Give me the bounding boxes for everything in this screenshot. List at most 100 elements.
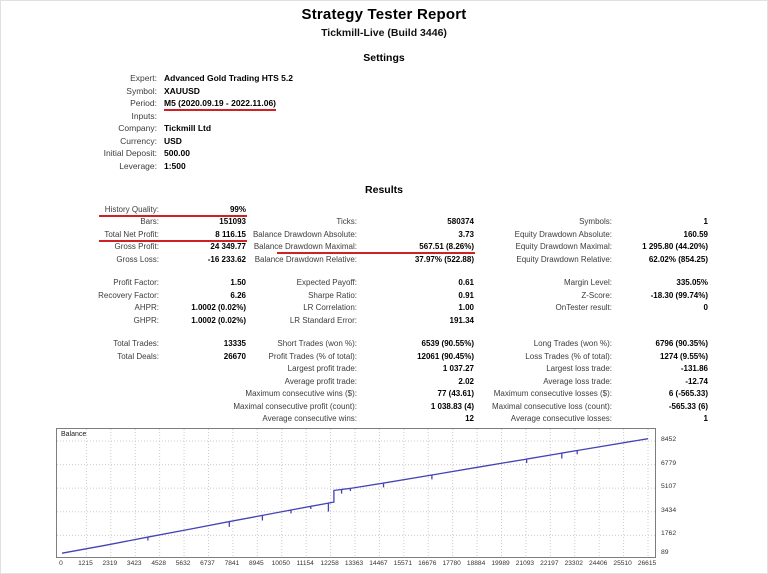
result-label: Sharpe Ratio: <box>308 290 357 300</box>
result-value: 1 <box>703 217 708 227</box>
results-row: Average profit trade: 2.02 Average loss tr… <box>1 375 767 388</box>
y-axis-labels: 89 1762 3434 5107 6779 8452 <box>659 428 713 558</box>
x-tick-label: 22197 <box>540 560 559 567</box>
result-label: Total Deals: <box>117 351 159 361</box>
result-label: Maximum consecutive wins ($): <box>245 389 357 399</box>
result-value: 160.59 <box>683 229 708 239</box>
result-label: Z-Score: <box>581 290 612 300</box>
x-tick-label: 2319 <box>102 560 118 567</box>
y-tick-label: 6779 <box>661 459 677 467</box>
x-tick-label: 15571 <box>393 560 412 567</box>
settings-value: 500.00 <box>164 148 190 159</box>
results-row: Recovery Factor: 6.26 Sharpe Ratio: 0.91 Z-S… <box>1 289 767 302</box>
settings-value: USD <box>164 135 182 146</box>
x-tick-label: 4528 <box>151 560 166 567</box>
x-tick-label: 3423 <box>126 560 142 567</box>
x-tick-label: 16676 <box>418 560 437 567</box>
balance-chart: Balance 0 1215 2319 3423 4528 5632 6737 7841 894… <box>56 428 716 573</box>
result-label: Loss Trades (% of total): <box>525 351 612 361</box>
x-tick-label: 10050 <box>271 560 290 567</box>
results-row: Gross Profit: 24 349.77 Balance Drawdown M… <box>1 241 767 254</box>
result-value: 151093 <box>219 217 246 227</box>
result-label: Margin Level: <box>563 278 612 288</box>
result-label: Long Trades (won %): <box>533 339 612 349</box>
result-label: Average profit trade: <box>284 376 357 386</box>
x-tick-label: 5632 <box>175 560 191 567</box>
result-label: Bars: <box>140 217 159 227</box>
settings-label: Initial Deposit: <box>103 148 157 159</box>
page-title: Strategy Tester Report <box>301 6 467 23</box>
settings-row: Currency: USD <box>1 135 767 148</box>
result-label: Maximal consecutive profit (count): <box>233 401 357 411</box>
settings-label: Company: <box>118 123 157 134</box>
result-label: Average loss trade: <box>543 376 612 386</box>
result-value: 77 (43.61) <box>437 389 474 399</box>
x-tick-label: 12258 <box>320 560 339 567</box>
results-row: Total Net Profit: 8 116.15 Balance Drawdow… <box>1 228 767 242</box>
results-table: History Quality: 99% Bars: 151093 Ticks: 5803… <box>1 203 767 425</box>
x-tick-label: 25510 <box>613 560 632 567</box>
result-value: 6.26 <box>230 290 246 300</box>
settings-heading: Settings <box>363 52 405 64</box>
x-tick-label: 23302 <box>564 560 583 567</box>
result-value: -12.74 <box>685 376 708 386</box>
x-tick-label: 8945 <box>248 560 264 567</box>
x-tick-label: 1215 <box>78 560 93 567</box>
settings-row: Leverage: 1:500 <box>1 160 767 173</box>
y-tick-label: 5107 <box>661 483 677 491</box>
result-label: Equity Drawdown Relative: <box>516 254 612 264</box>
settings-label: Expert: <box>130 73 157 84</box>
result-value: 335.05% <box>676 278 708 288</box>
x-tick-label: 24406 <box>588 560 608 567</box>
y-tick-label: 3434 <box>661 506 677 514</box>
result-value: 0.61 <box>458 278 474 288</box>
settings-value: Advanced Gold Trading HTS 5.2 <box>164 73 293 84</box>
settings-row: Company: Tickmill Ltd <box>1 122 767 135</box>
result-label: Maximum consecutive losses ($): <box>493 389 612 399</box>
result-value: 1 295.80 (44.20%) <box>642 242 708 252</box>
settings-label: Inputs: <box>131 110 157 121</box>
result-value: 567.51 (8.26%) <box>419 242 474 252</box>
settings-label: Period: <box>130 98 157 109</box>
result-value: 580374 <box>447 217 474 227</box>
red-underline <box>99 214 247 217</box>
result-value: 2.02 <box>458 376 474 386</box>
x-axis-labels: 0 1215 2319 3423 4528 5632 6737 7841 8945 10050 11… <box>56 560 656 572</box>
result-value: -565.33 (6) <box>668 401 708 411</box>
result-label: LR Correlation: <box>303 303 357 313</box>
results-row: AHPR: 1.0002 (0.02%) LR Correlation: 1.00 On… <box>1 302 767 315</box>
result-value: 12061 (90.45%) <box>417 351 474 361</box>
settings-value: M5 (2020.09.19 - 2022.11.06) <box>164 98 276 112</box>
settings-row: Inputs: <box>1 110 767 123</box>
result-label: Gross Profit: <box>114 242 159 252</box>
result-value: 6539 (90.55%) <box>421 339 474 349</box>
settings-row: Period: M5 (2020.09.19 - 2022.11.06) <box>1 97 767 112</box>
result-value: 8 116.15 <box>215 229 246 239</box>
result-value: -131.86 <box>680 364 708 374</box>
result-value: 0 <box>703 303 708 313</box>
results-row: Maximal consecutive profit (count): 1 038… <box>1 400 767 413</box>
results-row: Maximum consecutive wins ($): 77 (43.61) M… <box>1 388 767 401</box>
result-value: 6 (-565.33) <box>668 389 708 399</box>
results-row: Profit Factor: 1.50 Expected Payoff: 0.61 Ma… <box>1 277 767 290</box>
results-block: Total Trades: 13335 Short Trades (won %): 6… <box>1 338 767 426</box>
settings-row: Initial Deposit: 500.00 <box>1 147 767 160</box>
result-value: 1.0002 (0.02%) <box>191 315 246 325</box>
y-tick-label: 8452 <box>661 435 677 443</box>
result-value: 1.00 <box>458 303 474 313</box>
settings-value: XAUUSD <box>164 85 200 96</box>
x-tick-label: 0 <box>59 560 63 567</box>
result-label: Balance Drawdown Relative: <box>254 254 357 264</box>
result-value: 62.02% (854.25) <box>648 254 708 264</box>
result-value: -16 233.62 <box>207 254 246 264</box>
settings-label: Currency: <box>120 135 157 146</box>
results-row: Gross Loss: -16 233.62 Balance Drawdown Re… <box>1 253 767 266</box>
settings-label: Leverage: <box>119 160 157 171</box>
red-underline: M5 (2020.09.19 - 2022.11.06) <box>164 98 276 112</box>
x-tick-label: 11154 <box>296 560 314 567</box>
result-label: Gross Loss: <box>116 254 159 264</box>
result-value: 1.50 <box>230 278 246 288</box>
results-row: History Quality: 99% <box>1 203 767 217</box>
result-value: 12 <box>465 414 474 424</box>
settings-label: Symbol: <box>126 85 157 96</box>
